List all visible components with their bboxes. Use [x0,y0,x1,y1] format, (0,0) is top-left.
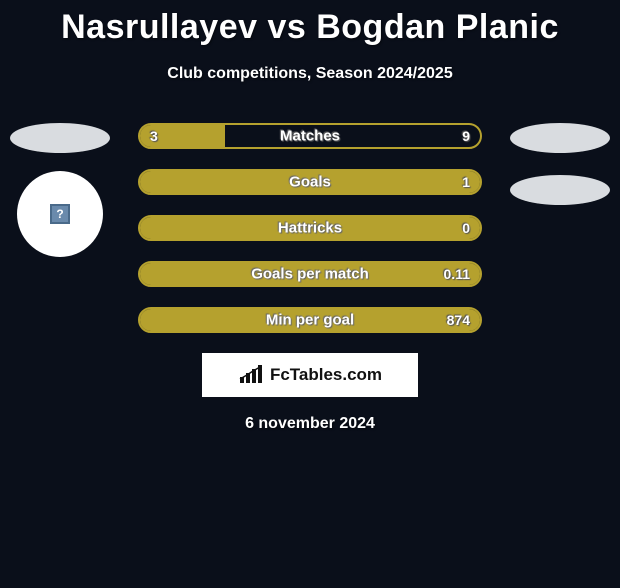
footer-date: 6 november 2024 [0,415,620,433]
stats-area: ? 3 Matches 9 Goals 1 Hattricks 0 Goals per mat… [0,123,620,333]
stat-row: Goals 1 [138,169,482,195]
player1-avatar: ? [17,171,103,257]
stat-value-right: 874 [447,312,470,328]
stat-value-left: 3 [150,128,158,144]
stat-label: Goals per match [251,266,369,283]
stat-row: 3 Matches 9 [138,123,482,149]
avatar-placeholder-icon: ? [50,204,70,224]
player1-flag-oval [10,123,110,153]
footer-logo: FcTables.com [202,353,418,397]
stat-value-right: 0.11 [444,266,470,282]
footer-logo-text: FcTables.com [270,365,382,385]
stat-label: Goals [289,174,331,191]
player2-club-oval [510,175,610,205]
stat-label: Matches [280,128,340,145]
stat-label: Hattricks [278,220,342,237]
stat-row: Min per goal 874 [138,307,482,333]
bars-icon [238,365,266,385]
stat-value-right: 1 [462,174,470,190]
stat-row: Hattricks 0 [138,215,482,241]
stat-bars: 3 Matches 9 Goals 1 Hattricks 0 Goals per match… [138,123,482,333]
stat-row: Goals per match 0.11 [138,261,482,287]
right-player-col [500,123,620,205]
left-player-col: ? [0,123,120,257]
stat-label: Min per goal [266,312,354,329]
player2-flag-oval [510,123,610,153]
page-title: Nasrullayev vs Bogdan Planic [0,8,620,47]
stat-value-right: 9 [462,128,470,144]
stat-value-right: 0 [462,220,470,236]
subtitle: Club competitions, Season 2024/2025 [0,65,620,83]
